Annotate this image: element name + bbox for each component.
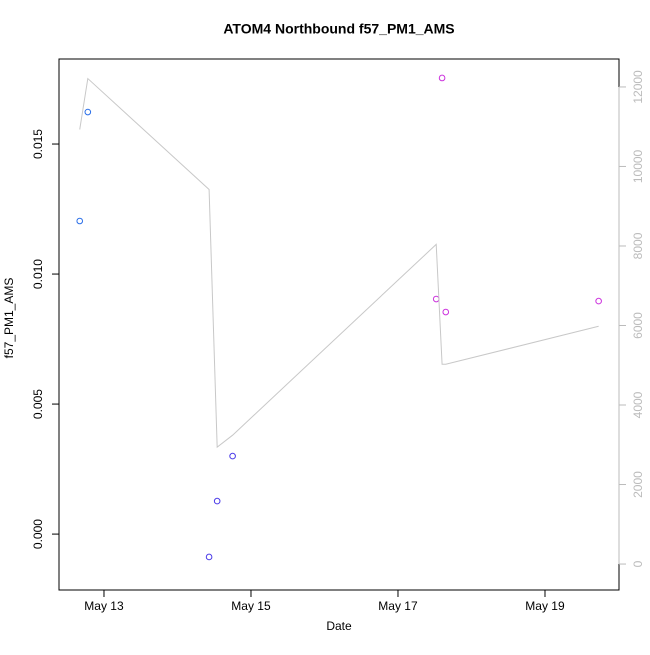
y2-tick-label: 12000 <box>631 70 645 104</box>
y2-tick-label: 8000 <box>631 232 645 259</box>
x-tick-label: May 15 <box>231 599 271 613</box>
x-axis-label: Date <box>326 619 352 633</box>
data-point <box>595 297 602 305</box>
y-tick-label: 0.000 <box>31 519 45 549</box>
x-tick-label: May 13 <box>84 599 124 613</box>
y-axis-label: f57_PM1_AMS <box>2 278 16 359</box>
y-tick-label: 0.005 <box>31 389 45 419</box>
y2-tick-label: 2000 <box>631 471 645 498</box>
y2-tick-label: 4000 <box>631 391 645 418</box>
y-tick-label: 0.010 <box>31 259 45 289</box>
data-point <box>438 74 446 82</box>
data-point <box>213 497 221 505</box>
data-point <box>76 217 84 225</box>
data-point <box>442 308 450 316</box>
data-point <box>205 553 213 561</box>
data-point <box>229 452 236 460</box>
y-tick-label: 0.015 <box>31 129 45 159</box>
chart-title: ATOM4 Northbound f57_PM1_AMS <box>223 21 454 37</box>
y2-tick-label: 0 <box>631 560 645 567</box>
x-tick-label: May 19 <box>525 599 565 613</box>
y2-tick-label: 6000 <box>631 312 645 339</box>
x-tick-label: May 17 <box>378 599 418 613</box>
data-point <box>84 108 92 116</box>
data-line <box>79 77 599 449</box>
y2-tick-label: 10000 <box>631 149 645 183</box>
